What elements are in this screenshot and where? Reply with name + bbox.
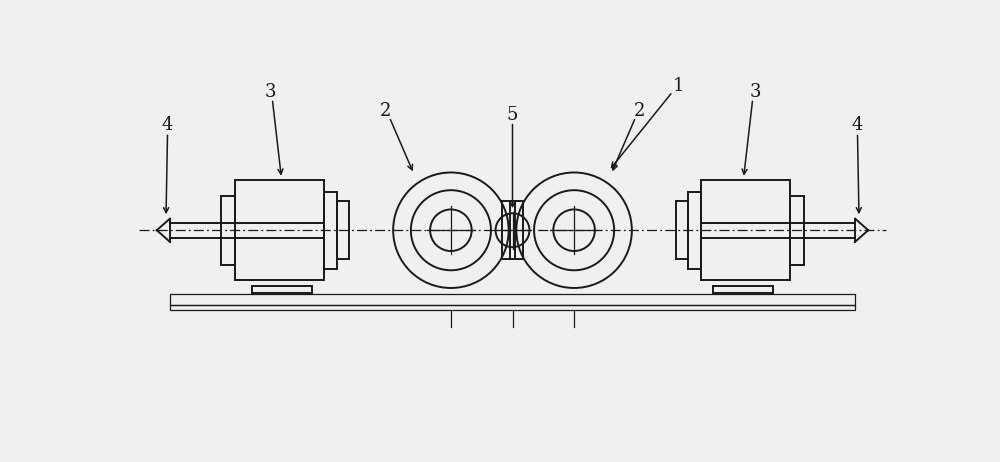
- Text: 2: 2: [380, 102, 391, 120]
- Bar: [170, 294, 855, 305]
- Text: 1: 1: [672, 77, 684, 95]
- Text: 5: 5: [507, 106, 518, 124]
- Bar: [790, 195, 804, 265]
- Text: 2: 2: [634, 102, 645, 120]
- Bar: [324, 192, 337, 269]
- Bar: [337, 201, 349, 260]
- Text: 3: 3: [749, 83, 761, 101]
- Bar: [510, 201, 523, 260]
- Bar: [502, 201, 515, 260]
- Text: 4: 4: [162, 116, 173, 134]
- Bar: [701, 180, 790, 280]
- Text: 4: 4: [852, 116, 863, 134]
- Bar: [235, 180, 324, 280]
- Bar: [676, 201, 688, 260]
- Bar: [170, 305, 855, 310]
- Text: 3: 3: [264, 83, 276, 101]
- Bar: [221, 195, 235, 265]
- Bar: [252, 286, 312, 293]
- Bar: [713, 286, 773, 293]
- Bar: [688, 192, 701, 269]
